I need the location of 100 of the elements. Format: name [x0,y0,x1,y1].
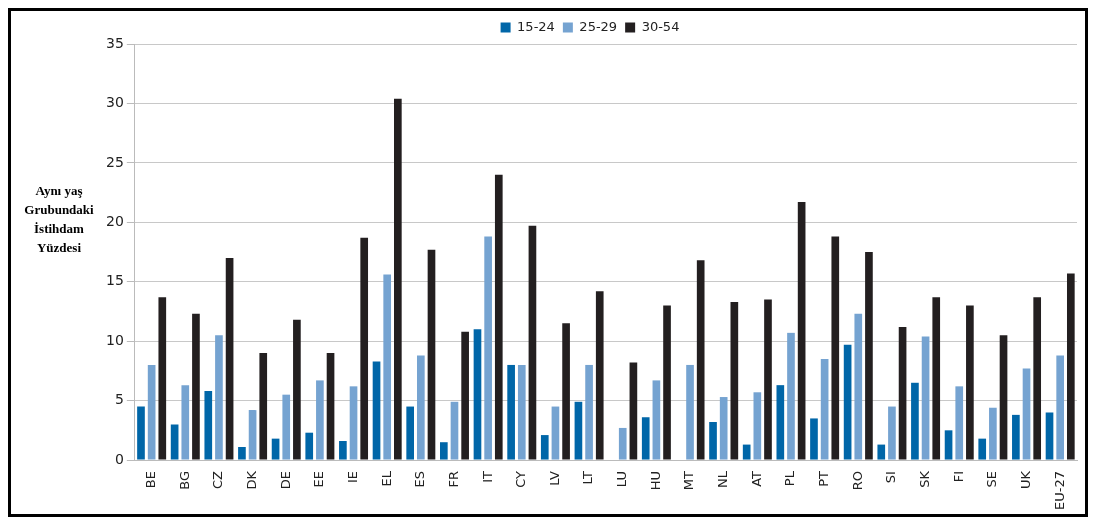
x-tick-label: SE [984,471,1000,488]
x-tick-label: LT [580,470,596,485]
x-tick-label: DK [243,470,259,490]
x-tick-label: EL [378,470,394,487]
x-tick-label: DE [277,471,293,490]
bar [898,326,907,460]
legend-label: 15-24 [517,18,555,34]
x-tick-label: FI [950,471,966,483]
x-tick-label: BE [143,471,159,489]
bar [854,313,863,460]
bar [473,329,482,460]
bar [888,406,896,460]
x-tick-label: EE [311,471,327,488]
bar [507,364,515,460]
bar [181,385,190,460]
bar [517,364,526,460]
bar [349,386,358,460]
x-tick-label: PT [816,470,831,487]
bar [921,336,930,460]
bar [652,380,661,460]
bar [696,260,705,460]
x-tick-label: IT [479,470,495,483]
bar [1033,297,1042,460]
bar [787,332,795,460]
bar [978,438,987,460]
bar [394,98,402,460]
x-tick-label: NL [715,470,731,489]
bar [831,236,840,460]
bar [417,355,425,460]
x-tick-label: BG [176,471,192,490]
bar [204,391,213,460]
bar [595,291,604,460]
bar [158,297,167,460]
bar [461,331,469,460]
y-tick-label: 10 [105,331,124,348]
bar [843,344,852,460]
x-tick-label: CZ [210,470,226,490]
y-tick-label: 15 [105,272,124,289]
x-tick-label: EU-27 [1051,471,1067,511]
bar [810,418,818,460]
bar [742,444,751,460]
bar [966,305,974,460]
bar [663,305,671,460]
bar [406,406,415,460]
y-tick-label: 35 [105,34,124,51]
bar [753,392,762,460]
legend-label: 25-29 [579,18,618,34]
x-tick-label: UK [1017,470,1033,490]
bar [316,380,324,460]
x-tick-label: LU [614,471,630,488]
bar [865,252,873,460]
bar [293,319,301,460]
bar [238,446,246,460]
bar [439,442,448,460]
bar [326,353,335,460]
bar [797,202,806,460]
bar [494,174,503,460]
bar [1012,414,1020,460]
bar [360,237,369,460]
bar [215,335,223,460]
bar [585,364,593,460]
bar [305,432,314,460]
bar [911,382,919,460]
bar [248,410,257,460]
bar [528,225,537,460]
x-tick-label: AT [748,470,764,487]
bar [427,249,436,460]
bar [932,297,941,460]
bar [574,401,583,460]
bar [147,364,156,460]
bar [629,362,638,460]
bar [776,385,785,460]
x-tick-label: RO [849,471,865,491]
y-axis-title: Aynı yaş Grubundaki İstihdam Yüzdesi [23,182,95,257]
bar [540,435,549,460]
bar [339,441,347,460]
bar [192,313,200,460]
bar [989,407,997,460]
bar [1022,368,1031,460]
bar [372,361,381,460]
x-tick-label: PL [782,470,798,487]
bar [484,236,492,460]
bar [730,301,739,460]
x-tick-label: LV [546,470,562,486]
x-tick-label: CY [513,470,529,488]
y-tick-label: 25 [105,153,124,170]
bar [955,386,964,460]
bar [1045,412,1054,460]
bar [170,424,179,460]
bar [764,299,772,460]
bar [1066,273,1075,460]
x-tick-label: FR [445,471,461,488]
y-tick-label: 5 [114,391,124,408]
y-tick-label: 30 [105,94,124,111]
legend-label: 30-54 [641,18,680,34]
y-tick-label: 20 [105,212,124,229]
x-tick-label: SI [883,471,899,484]
bar [877,444,886,460]
bar [641,417,650,460]
x-tick-label: HU [647,471,663,491]
